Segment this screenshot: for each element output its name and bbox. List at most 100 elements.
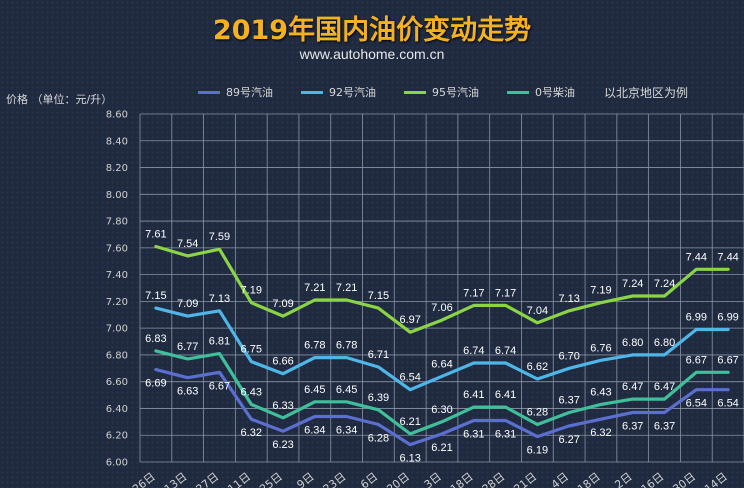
data-label-95: 7.44 — [686, 251, 707, 263]
data-label-89: 6.69 — [145, 378, 166, 390]
data-label-89: 6.21 — [431, 442, 452, 454]
data-label-92: 6.76 — [590, 342, 611, 354]
series-line-89 — [154, 368, 730, 447]
y-tick-label: 7.20 — [106, 297, 128, 308]
y-tick-label: 6.00 — [106, 458, 128, 469]
data-label-92: 6.54 — [399, 372, 420, 384]
y-tick-label: 6.40 — [106, 404, 128, 415]
legend-label-89: 89号汽油 — [226, 86, 273, 99]
data-label-89: 6.19 — [527, 445, 548, 457]
data-label-0: 6.77 — [177, 341, 198, 353]
data-label-95: 7.04 — [527, 305, 548, 317]
data-label-89: 6.23 — [272, 439, 293, 451]
data-label-0: 6.37 — [558, 394, 579, 406]
data-label-0: 6.83 — [145, 333, 166, 345]
data-label-0: 6.43 — [241, 386, 262, 398]
x-tick-label: 25日 — [257, 470, 285, 488]
y-tick-label: 8.00 — [106, 190, 128, 201]
legend-item-0: 0号柴油 — [507, 84, 575, 100]
data-label-89: 6.31 — [463, 429, 484, 441]
data-label-92: 6.70 — [558, 350, 579, 362]
data-label-95: 7.44 — [717, 251, 738, 263]
x-tick-label: 26日 — [130, 470, 158, 488]
series-line-0 — [154, 349, 730, 436]
data-label-0: 6.33 — [272, 400, 293, 412]
data-label-92: 6.74 — [463, 345, 484, 357]
legend-item-92: 92号汽油 — [301, 84, 376, 100]
x-tick-label: 6日 — [358, 470, 380, 488]
y-tick-label: 6.20 — [106, 431, 128, 442]
data-label-89: 6.67 — [209, 380, 230, 392]
legend-item-95: 95号汽油 — [404, 84, 479, 100]
chart-legend: 89号汽油 92号汽油 95号汽油 0号柴油 — [198, 84, 575, 100]
data-label-95: 7.17 — [495, 287, 516, 299]
data-label-92: 6.78 — [304, 340, 325, 352]
data-label-95: 7.24 — [654, 278, 675, 290]
data-label-92: 6.99 — [717, 311, 738, 323]
region-note: 以北京地区为例 — [604, 86, 689, 100]
data-label-89: 6.54 — [717, 398, 738, 410]
data-label-92: 6.99 — [686, 311, 707, 323]
data-label-89: 6.63 — [177, 386, 198, 398]
data-label-89: 6.28 — [368, 433, 389, 445]
x-tick-label: 21日 — [512, 470, 540, 488]
data-label-95: 7.21 — [336, 282, 357, 294]
y-tick-label: 7.60 — [106, 243, 128, 254]
data-label-0: 6.30 — [431, 404, 452, 416]
data-label-92: 7.13 — [209, 293, 230, 305]
data-label-89: 6.34 — [304, 424, 325, 436]
data-label-95: 7.17 — [463, 287, 484, 299]
y-tick-label: 6.60 — [106, 377, 128, 388]
data-label-89: 6.37 — [622, 420, 643, 432]
data-label-92: 6.75 — [241, 344, 262, 356]
x-tick-label: 18日 — [448, 470, 476, 488]
data-label-92: 7.09 — [177, 298, 198, 310]
x-tick-label: 23日 — [321, 470, 349, 488]
legend-label-92: 92号汽油 — [329, 86, 376, 99]
data-label-95: 6.97 — [399, 314, 420, 326]
data-label-92: 6.78 — [336, 340, 357, 352]
legend-label-0: 0号柴油 — [535, 86, 575, 99]
data-label-89: 6.13 — [399, 453, 420, 465]
data-label-0: 6.41 — [495, 389, 516, 401]
data-label-92: 6.64 — [431, 358, 452, 370]
data-label-95: 7.19 — [590, 285, 611, 297]
data-label-95: 7.59 — [209, 231, 230, 243]
data-label-0: 6.28 — [527, 407, 548, 419]
y-tick-label: 6.80 — [106, 350, 128, 361]
data-label-89: 6.32 — [241, 427, 262, 439]
data-label-0: 6.43 — [590, 386, 611, 398]
data-label-0: 6.67 — [717, 354, 738, 366]
label-layer: 6.69 6.63 6.67 6.32 6.23 6.34 6.34 6.28 6.13 6.21… — [145, 229, 739, 465]
data-label-95: 7.06 — [431, 302, 452, 314]
legend-label-95: 95号汽油 — [432, 86, 479, 99]
data-label-89: 6.27 — [558, 434, 579, 446]
data-label-89: 6.34 — [336, 424, 357, 436]
data-label-0: 6.39 — [368, 392, 389, 404]
y-tick-label: 8.20 — [106, 163, 128, 174]
x-tick-label: 27日 — [194, 470, 222, 488]
legend-swatch-95 — [404, 90, 426, 94]
x-tick-label: 20日 — [384, 470, 412, 488]
legend-item-89: 89号汽油 — [198, 84, 273, 100]
data-label-0: 6.45 — [336, 384, 357, 396]
data-label-0: 6.67 — [686, 354, 707, 366]
y-tick-label: 7.80 — [106, 217, 128, 228]
data-label-92: 6.80 — [622, 337, 643, 349]
data-label-89: 6.32 — [590, 427, 611, 439]
data-label-0: 6.47 — [622, 381, 643, 393]
x-tick-label: 30日 — [670, 470, 698, 488]
data-label-95: 7.13 — [558, 293, 579, 305]
data-label-0: 6.41 — [463, 389, 484, 401]
data-label-92: 6.71 — [368, 349, 389, 361]
series-line-92 — [154, 306, 730, 392]
y-tick-label: 7.00 — [106, 324, 128, 335]
y-tick-label: 8.40 — [106, 136, 128, 147]
chart-title: 2019年国内油价变动走势 — [212, 15, 532, 46]
data-label-95: 7.61 — [145, 229, 166, 241]
grid-layer: 6.00 6.20 6.40 6.60 6.80 7.00 7.20 7.40 7.60 7.80… — [106, 110, 744, 488]
x-tick-label: 28日 — [480, 470, 508, 488]
series-layer — [154, 244, 730, 447]
x-tick-label: 2日 — [612, 470, 634, 488]
